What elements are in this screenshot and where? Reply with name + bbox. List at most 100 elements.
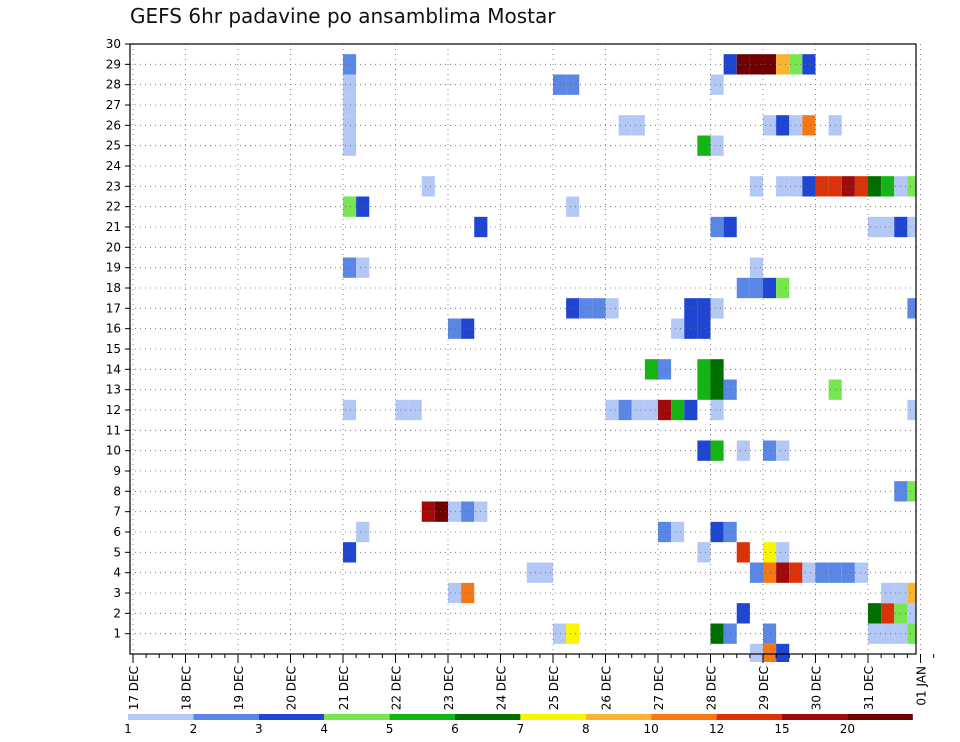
heatmap-cell <box>736 542 750 563</box>
colorbar-segment <box>389 714 455 720</box>
y-tick-label: 9 <box>113 464 121 478</box>
heatmap-cell <box>749 54 763 75</box>
x-tick-label: 28 DEC <box>705 666 719 710</box>
heatmap-cell <box>881 582 895 604</box>
y-tick-label: 28 <box>106 78 121 92</box>
heatmap-cell <box>658 521 672 543</box>
heatmap-cell <box>539 562 553 583</box>
heatmap-cell <box>671 399 685 421</box>
heatmap-cell <box>644 359 658 380</box>
colorbar-label: 20 <box>840 722 855 736</box>
colorbar-label: 3 <box>255 722 263 736</box>
heatmap-cell <box>763 440 777 461</box>
heatmap-cell <box>343 135 357 156</box>
heatmap-cell <box>763 623 777 644</box>
y-tick-label: 10 <box>106 444 121 458</box>
heatmap-cell <box>434 501 448 522</box>
heatmap-cell <box>749 257 763 278</box>
heatmap-cell <box>697 440 711 461</box>
heatmap-cell <box>802 115 816 136</box>
heatmap-cell <box>815 562 829 583</box>
colorbar-label: 10 <box>644 722 659 736</box>
heatmap-cell <box>566 196 580 217</box>
heatmap-cell <box>631 115 645 136</box>
x-tick-label: 30 DEC <box>810 666 824 710</box>
y-tick-label: 8 <box>113 484 121 498</box>
heatmap-cell <box>749 562 763 583</box>
colorbar-label: 8 <box>582 722 590 736</box>
heatmap-cell <box>841 176 855 197</box>
heatmap-cell <box>763 54 777 75</box>
colorbar-label: 15 <box>774 722 789 736</box>
heatmap-cell <box>776 542 790 563</box>
x-tick-label: 01 JAN <box>915 666 929 706</box>
heatmap-cell <box>776 176 790 197</box>
colorbar-segment <box>258 714 325 720</box>
heatmap-cell <box>631 399 645 421</box>
y-tick-label: 5 <box>113 545 121 559</box>
heatmap-cell <box>605 298 619 319</box>
heatmap-cell <box>776 115 790 136</box>
heatmap-cell <box>343 74 357 95</box>
heatmap-cell <box>697 359 711 380</box>
colorbar: 1 2 3 4 5 6 7 8 10 12 15 20 <box>124 714 913 736</box>
heatmap-cell <box>710 399 724 421</box>
heatmap-cell <box>868 603 882 624</box>
heatmap-cell <box>763 643 777 662</box>
heatmap-cell <box>776 54 790 75</box>
heatmap-cell <box>697 542 711 563</box>
x-tick-label: 25 DEC <box>547 666 561 710</box>
x-tick-label: 21 DEC <box>337 666 351 710</box>
colorbar-label: 1 <box>124 722 132 736</box>
heatmap-cell <box>448 501 462 522</box>
heatmap-cell <box>697 298 711 319</box>
heatmap-cell <box>461 501 475 522</box>
y-tick-label: 7 <box>113 505 121 519</box>
y-tick-label: 22 <box>106 200 121 214</box>
heatmap-cell <box>671 521 685 543</box>
colorbar-label: 12 <box>709 722 724 736</box>
colorbar-segment <box>520 714 586 720</box>
heatmap-cell <box>461 582 475 604</box>
heatmap-cell <box>448 582 462 604</box>
heatmap-cell <box>776 562 790 583</box>
heatmap-cell <box>907 176 916 197</box>
heatmap-cell <box>854 176 868 197</box>
heatmap-cell <box>710 135 724 156</box>
colorbar-segment <box>585 714 652 720</box>
heatmap-cell <box>553 623 567 644</box>
heatmap-cell <box>881 176 895 197</box>
x-tick-label: 23 DEC <box>442 666 456 710</box>
heatmap-cell <box>802 54 816 75</box>
colorbar-segment <box>128 714 194 720</box>
heatmap-cell <box>881 603 895 624</box>
chart-title: GEFS 6hr padavine po ansamblima Mostar <box>130 4 556 28</box>
y-tick-label: 27 <box>106 98 121 112</box>
heatmap-cell <box>343 542 357 563</box>
heatmap-cell <box>421 501 435 522</box>
heatmap-cell <box>881 623 895 644</box>
heatmap-cell <box>776 440 790 461</box>
y-tick-label: 29 <box>106 57 121 71</box>
heatmap-cell <box>854 562 868 583</box>
heatmap-cell <box>343 94 357 116</box>
heatmap-cell <box>356 196 370 217</box>
heatmap-cell <box>763 542 777 563</box>
heatmap-cell <box>736 440 750 461</box>
heatmap-cell <box>553 74 567 95</box>
heatmap-cell <box>841 562 855 583</box>
heatmap-cell <box>907 481 916 502</box>
x-tick-label: 26 DEC <box>600 666 614 710</box>
colorbar-segment <box>716 714 782 720</box>
colorbar-segment <box>193 714 259 720</box>
y-tick-label: 3 <box>113 586 121 600</box>
heatmap-cell <box>802 176 816 197</box>
heatmap-cell <box>907 216 916 238</box>
y-tick-label: 24 <box>106 159 121 173</box>
heatmap-cell <box>343 196 357 217</box>
heatmap-cell <box>868 216 882 238</box>
y-tick-label: 14 <box>106 362 121 376</box>
colorbar-label: 4 <box>320 722 328 736</box>
heatmap-cell <box>907 603 916 624</box>
